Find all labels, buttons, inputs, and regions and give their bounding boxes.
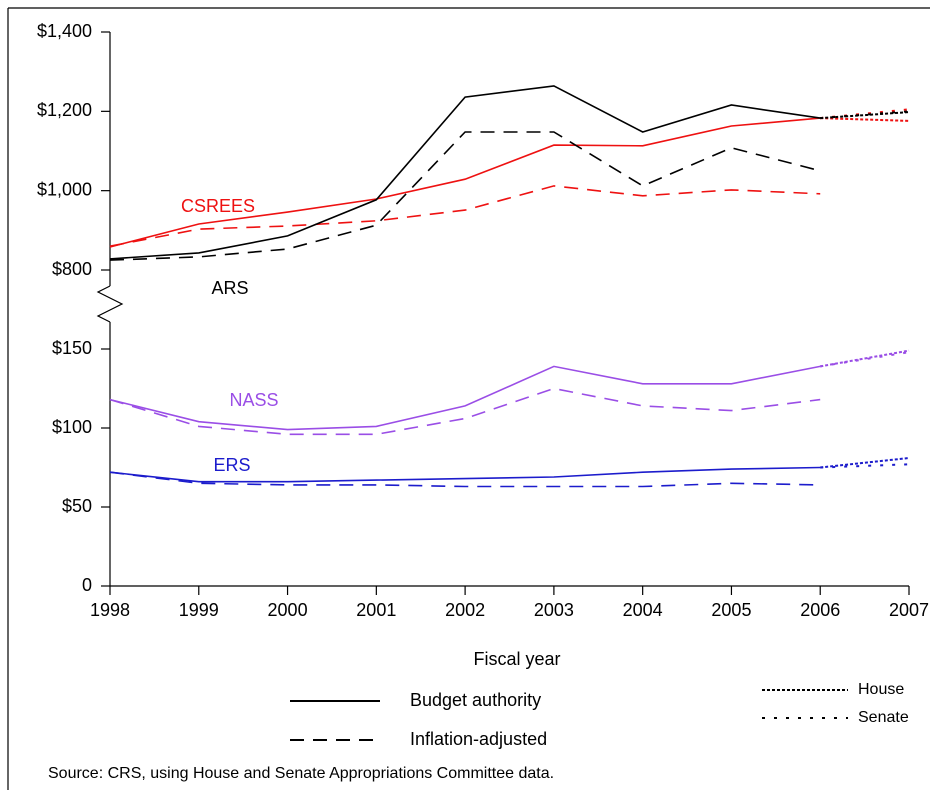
source-note: Source: CRS, using House and Senate Appr… — [48, 765, 554, 782]
x-tick-label: 2007 — [889, 600, 929, 620]
inflation-line — [109, 185, 821, 247]
x-tick-label: 2003 — [534, 600, 574, 620]
y-tick-label: $1,400 — [37, 21, 92, 41]
series-label: CSREES — [181, 196, 255, 216]
y-tick-label: 0 — [82, 575, 92, 595]
series-label: ERS — [213, 455, 250, 475]
y-tick-label: $1,000 — [37, 179, 92, 199]
inflation-line — [109, 131, 821, 261]
inflation-line — [109, 471, 821, 488]
legend-label: House — [858, 681, 904, 698]
senate-line — [820, 463, 910, 469]
legend-label: Inflation-adjusted — [410, 729, 547, 749]
y-tick-label: $150 — [52, 338, 92, 358]
x-tick-label: 2002 — [445, 600, 485, 620]
inflation-line — [109, 387, 821, 436]
y-tick-label: $100 — [52, 417, 92, 437]
house-line — [820, 349, 910, 368]
budget-line — [109, 466, 821, 483]
senate-line — [820, 351, 910, 368]
budget-line — [109, 365, 821, 431]
y-tick-label: $1,200 — [37, 100, 92, 120]
budget-line — [109, 85, 821, 260]
x-tick-label: 2001 — [356, 600, 396, 620]
senate-line — [820, 110, 910, 120]
series-label: NASS — [229, 390, 278, 410]
x-tick-label: 2005 — [711, 600, 751, 620]
budget-line — [109, 117, 821, 248]
y-tick-label: $800 — [52, 259, 92, 279]
x-tick-label: 1999 — [179, 600, 219, 620]
y-tick-label: $50 — [62, 496, 92, 516]
house-line — [820, 117, 910, 122]
series-label: ARS — [211, 278, 248, 298]
x-tick-label: 2004 — [623, 600, 663, 620]
x-tick-label: 1998 — [90, 600, 130, 620]
x-axis-label: Fiscal year — [473, 649, 560, 669]
legend-label: Budget authority — [410, 690, 541, 710]
axis-break — [96, 285, 124, 323]
x-tick-label: 2000 — [268, 600, 308, 620]
legend-label: Senate — [858, 709, 909, 726]
x-tick-label: 2006 — [800, 600, 840, 620]
